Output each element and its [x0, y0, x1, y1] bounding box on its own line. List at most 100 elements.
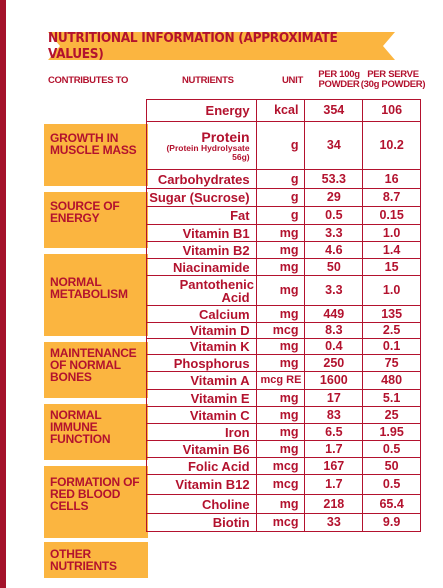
nutrient-label: Vitamin B1 — [182, 225, 250, 241]
value-per-serve: 0.1 — [363, 339, 422, 354]
nutrient-name: Iron — [147, 424, 257, 440]
value-per-100g: 449 — [305, 306, 364, 322]
col-per-serve-line1: PER SERVE — [367, 69, 419, 80]
nutrient-label: Phosphorus — [173, 355, 250, 371]
nutrient-unit: g — [257, 207, 306, 224]
col-unit: UNIT — [282, 75, 303, 86]
nutrient-label: Vitamin A — [190, 373, 250, 388]
nutrient-unit: mg — [257, 306, 306, 322]
table-title: NUTRITIONAL INFORMATION (APPROXIMATE VAL… — [48, 30, 338, 62]
nutrient-name: Vitamin D — [147, 323, 257, 338]
nutrient-label: Protein — [201, 129, 250, 145]
col-per-serve-line2: (30g POWDER) — [360, 79, 426, 90]
nutrient-unit: mcg — [257, 514, 306, 531]
group-label: NORMAL IMMUNE FUNCTION — [50, 408, 111, 446]
group-label: GROWTH IN MUSCLE MASS — [50, 131, 137, 157]
value-per-100g: 3.3 — [305, 225, 364, 241]
nutrient-unit: g — [257, 122, 306, 169]
nutrient-label: Vitamin D — [189, 323, 250, 338]
group-normal-metabolism: NORMAL METABOLISM — [44, 254, 148, 336]
value-per-100g: 218 — [305, 495, 364, 513]
value-per-serve: 16 — [363, 170, 422, 188]
table-row: Phosphorus mg 250 75 — [147, 355, 422, 372]
group-immune: NORMAL IMMUNE FUNCTION — [44, 404, 148, 460]
value-per-serve: 480 — [363, 372, 421, 389]
nutrient-name: Protein (Protein Hydrolysate 56g) — [147, 122, 257, 169]
value-per-100g: 50 — [305, 259, 364, 275]
ribbon-shape — [48, 32, 395, 60]
nutrient-name: Vitamin B2 — [147, 242, 257, 258]
nutrient-label: Vitamin E — [190, 390, 250, 406]
nutrient-unit: mg — [257, 407, 306, 423]
value-per-100g: 1.7 — [305, 441, 364, 457]
group-source-energy: SOURCE OF ENERGY — [44, 192, 148, 248]
value-per-serve: 0.15 — [363, 207, 422, 224]
value-per-serve: 1.4 — [363, 242, 422, 258]
value-per-serve: 5.1 — [363, 390, 422, 406]
table-row: Calcium mg 449 135 — [147, 306, 422, 323]
value-per-100g: 6.5 — [305, 424, 364, 440]
group-label: NORMAL METABOLISM — [50, 275, 128, 301]
table-row: Vitamin A mcg RE 1600 480 — [147, 372, 421, 390]
nutrient-unit: kcal — [257, 100, 306, 121]
nutrient-unit: mg — [257, 259, 306, 275]
nutrient-name: Sugar (Sucrose) — [147, 189, 257, 206]
nutrient-label: Iron — [225, 424, 250, 440]
left-edge-band — [0, 0, 6, 588]
col-per-100g: PER 100g POWDER — [317, 70, 361, 90]
value-per-100g: 34 — [305, 122, 364, 169]
group-red-blood-cells: FORMATION OF RED BLOOD CELLS — [44, 466, 148, 538]
nutrient-name: Vitamin B12 — [147, 475, 257, 494]
nutrient-label: Vitamin B2 — [182, 242, 250, 258]
value-per-100g: 33 — [305, 514, 364, 531]
value-per-serve: 9.9 — [363, 514, 422, 531]
value-per-serve: 106 — [363, 100, 422, 121]
nutrient-unit: mg — [257, 242, 306, 258]
value-per-100g: 8.3 — [305, 323, 364, 338]
nutrient-unit: mg — [257, 276, 306, 305]
group-bones: MAINTENANCE OF NORMAL BONES — [44, 342, 148, 398]
nutrient-name: Folic Acid — [147, 458, 257, 474]
value-per-100g: 17 — [305, 390, 364, 406]
nutrient-label: Vitamin B6 — [182, 441, 250, 457]
value-per-serve: 65.4 — [363, 495, 422, 513]
value-per-100g: 1.7 — [305, 475, 364, 494]
value-per-serve: 75 — [363, 355, 422, 371]
nutrient-label: Energy — [205, 103, 250, 118]
nutrient-label: Fat — [230, 208, 250, 223]
nutrient-unit: mg — [257, 225, 306, 241]
nutrient-name: Niacinamide — [147, 259, 257, 275]
table-row: Carbohydrates g 53.3 16 — [147, 170, 422, 189]
nutrient-name: Pantothenic Acid — [147, 276, 257, 305]
table-row: Vitamin D mcg 8.3 2.5 — [147, 323, 422, 339]
nutrient-label: Folic Acid — [187, 458, 250, 474]
nutrient-unit: mg — [257, 495, 306, 513]
nutrient-unit: mg — [257, 424, 306, 440]
nutrient-unit: g — [257, 189, 306, 206]
col-per-100g-line2: POWDER — [318, 79, 360, 90]
nutrient-label: Carbohydrates — [157, 171, 250, 187]
table-row: Energy kcal 354 106 — [147, 100, 422, 122]
value-per-serve: 135 — [363, 306, 422, 322]
table-row: Choline mg 218 65.4 — [147, 495, 422, 514]
nutrient-name: Vitamin K — [147, 339, 257, 354]
value-per-serve: 8.7 — [363, 189, 422, 206]
nutrient-unit: mg — [257, 339, 306, 354]
value-per-100g: 250 — [305, 355, 364, 371]
nutrient-label: Vitamin B12 — [175, 477, 250, 492]
col-per-100g-line1: PER 100g — [318, 69, 360, 80]
header-ribbon: NUTRITIONAL INFORMATION (APPROXIMATE VAL… — [48, 30, 395, 62]
table-row: Biotin mcg 33 9.9 — [147, 514, 422, 532]
table-row: Protein (Protein Hydrolysate 56g) g 34 10.2 — [147, 122, 422, 170]
nutrient-name: Vitamin B6 — [147, 441, 257, 457]
value-per-serve: 0.5 — [363, 475, 422, 494]
table-row: Vitamin E mg 17 5.1 — [147, 390, 422, 407]
nutrient-label: Vitamin C — [189, 407, 250, 423]
table-row: Fat g 0.5 0.15 — [147, 207, 422, 225]
nutrient-name: Energy — [147, 100, 257, 121]
nutrient-label: Sugar (Sucrose) — [149, 190, 250, 205]
nutrient-unit: mg — [257, 390, 306, 406]
nutrient-name: Choline — [147, 495, 257, 513]
value-per-100g: 1600 — [305, 372, 364, 389]
group-label: MAINTENANCE OF NORMAL BONES — [50, 346, 137, 384]
